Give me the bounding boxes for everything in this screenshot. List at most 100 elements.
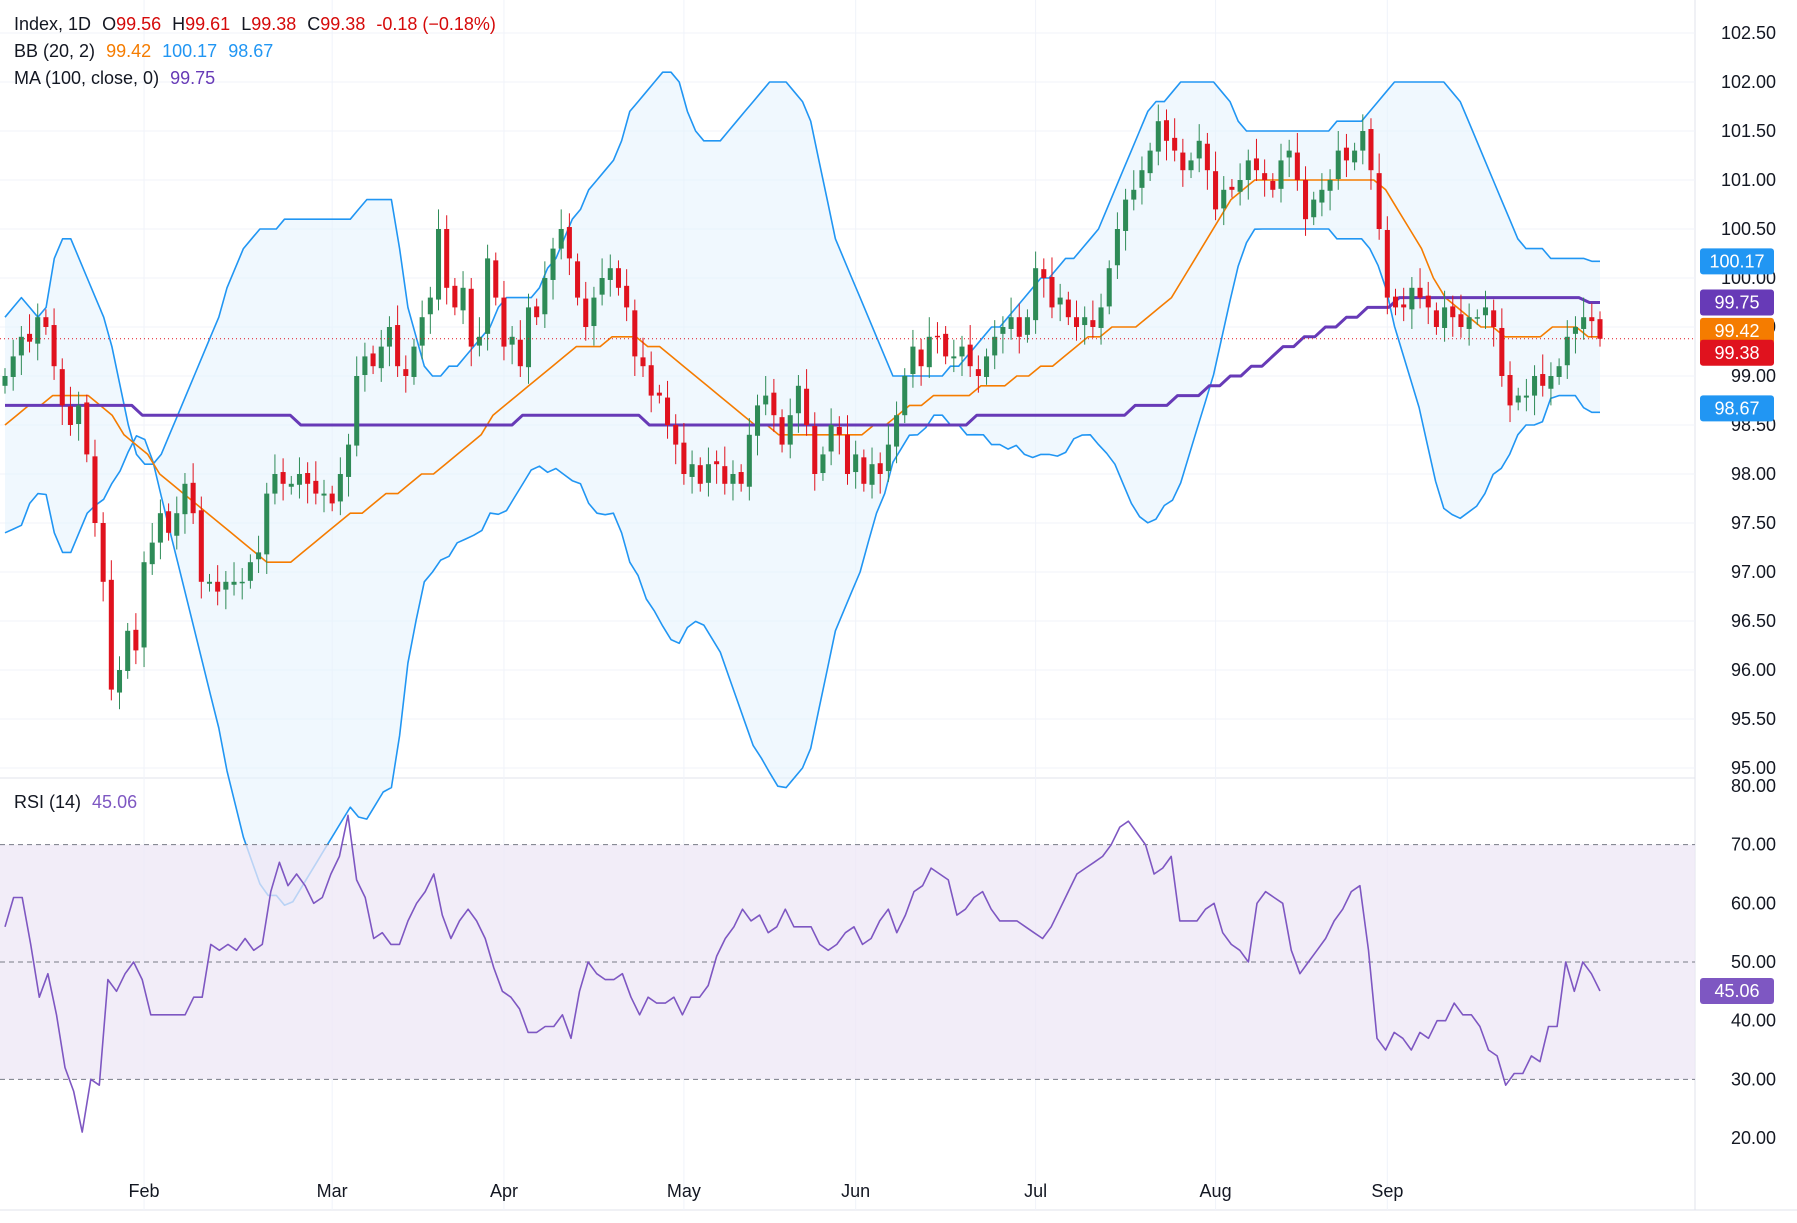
legend-ma-label: MA (100, close, 0)	[14, 68, 160, 88]
x-tick-label: Aug	[1200, 1181, 1232, 1201]
candle-body	[1016, 317, 1022, 337]
candle-body	[984, 356, 990, 377]
candle-body	[730, 474, 736, 484]
candle-body	[1286, 150, 1292, 158]
candle-body	[665, 397, 671, 425]
candle-body	[1482, 307, 1489, 316]
candle-body	[1581, 317, 1587, 329]
candle-body	[18, 336, 24, 356]
candle-body	[648, 365, 654, 396]
candle-body	[321, 493, 327, 496]
price-badge	[1700, 339, 1774, 366]
candle-body	[517, 339, 523, 367]
candle-body	[411, 346, 417, 377]
rsi-tick-label: 40.00	[1731, 1011, 1776, 1031]
legend-bb-lower: 98.67	[228, 41, 274, 61]
candle-body	[370, 353, 376, 367]
candle-body	[166, 511, 172, 533]
legend-ma: MA (100, close, 0) 99.75	[14, 68, 221, 89]
candle-body	[1425, 295, 1431, 308]
x-tick-label: Feb	[129, 1181, 160, 1201]
candle-body	[354, 376, 360, 446]
candle-body	[1245, 160, 1251, 180]
candle-body	[92, 456, 98, 523]
legend-bb-basis: 99.42	[106, 41, 152, 61]
price-tick-label: 97.00	[1731, 562, 1776, 582]
candle-body	[468, 288, 474, 347]
candle-body	[346, 444, 352, 477]
rsi-tick-label: 20.00	[1731, 1128, 1776, 1148]
candle-body	[885, 444, 891, 472]
candle-body	[1352, 150, 1358, 163]
candle-body	[1327, 180, 1333, 191]
candle-body	[116, 670, 123, 693]
candle-body	[1433, 310, 1439, 327]
candle-body	[918, 349, 924, 367]
candle-body	[125, 630, 131, 671]
bb-upper-line	[4, 71, 1600, 465]
candle-body	[566, 227, 572, 259]
candle-body	[1532, 376, 1538, 396]
candle-body	[1540, 374, 1546, 386]
candle-body	[1466, 317, 1472, 329]
candle-body	[1098, 307, 1104, 328]
candle-body	[264, 493, 270, 555]
candle-body	[934, 335, 940, 338]
candle-body	[67, 406, 73, 425]
candle-body	[223, 581, 229, 590]
candle-body	[337, 474, 343, 502]
legend-rsi: RSI (14) 45.06	[14, 792, 143, 813]
candle-body	[1384, 229, 1390, 298]
price-tick-label: 95.50	[1731, 709, 1776, 729]
x-tick-label: Mar	[317, 1181, 348, 1201]
rsi-tick-label: 50.00	[1731, 952, 1776, 972]
candle-body	[836, 426, 842, 435]
candle-body	[583, 298, 589, 327]
legend-bb-label: BB (20, 2)	[14, 41, 96, 61]
rsi-tick-label: 60.00	[1731, 893, 1776, 913]
candle-body	[1131, 189, 1137, 200]
candle-body	[656, 392, 662, 396]
candle-body	[534, 306, 540, 318]
candle-body	[575, 261, 581, 298]
candle-body	[828, 425, 834, 452]
candle-body	[746, 434, 752, 487]
price-badge-label: 99.75	[1714, 293, 1759, 313]
candle-body	[844, 434, 851, 474]
candle-body	[1090, 320, 1096, 327]
candle-body	[959, 346, 965, 357]
ma100-line	[5, 296, 1600, 427]
candle-body	[591, 297, 597, 327]
candle-body	[754, 405, 761, 436]
candle-body	[10, 356, 16, 377]
candle-body	[76, 405, 82, 425]
legend-bb: BB (20, 2) 99.42 100.17 98.67	[14, 41, 279, 62]
candle-body	[624, 285, 630, 308]
candle-body	[1360, 131, 1366, 151]
candle-body	[1278, 160, 1284, 189]
candle-body	[256, 552, 262, 560]
candle-body	[550, 248, 556, 280]
candle-body	[1294, 152, 1300, 180]
candle-body	[705, 464, 711, 483]
legend-bb-upper: 100.17	[162, 41, 218, 61]
candle-body	[967, 344, 973, 367]
legend-rsi-value: 45.06	[92, 792, 138, 812]
candle-body	[460, 287, 466, 311]
candle-body	[951, 356, 957, 359]
candle-body	[615, 268, 621, 288]
legend-open: O99.56	[102, 14, 162, 34]
price-badge-label: 98.67	[1714, 398, 1759, 418]
candle-body	[607, 268, 613, 280]
price-tick-label: 95.00	[1731, 758, 1776, 778]
x-tick-label: Apr	[490, 1181, 518, 1201]
candle-body	[1523, 395, 1529, 398]
candle-body	[558, 229, 564, 249]
candle-body	[1180, 152, 1186, 171]
candle-body	[1213, 171, 1219, 210]
candle-body	[787, 415, 793, 445]
candle-body	[485, 258, 491, 334]
candle-body	[869, 464, 875, 485]
candle-body	[1597, 319, 1603, 339]
